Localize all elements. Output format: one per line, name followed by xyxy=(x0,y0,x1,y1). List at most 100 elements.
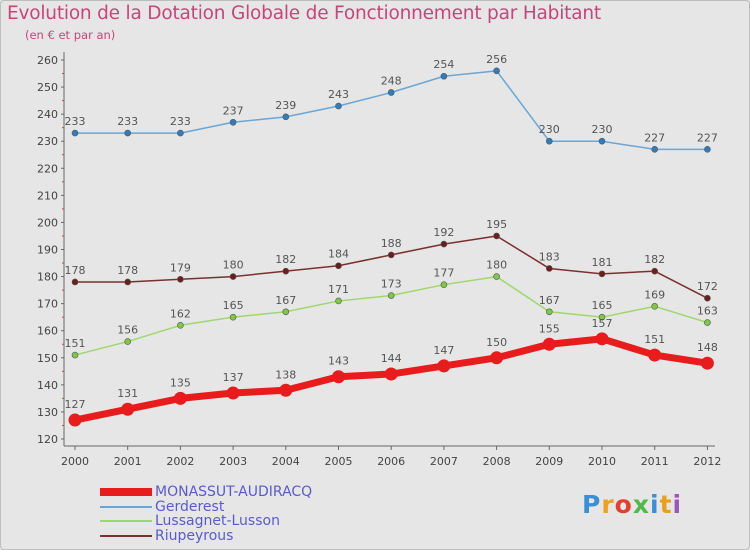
data-label-gerderest: 248 xyxy=(381,74,402,87)
data-point-riupeyrous xyxy=(704,294,711,302)
data-label-riupeyrous: 178 xyxy=(117,264,138,277)
data-point-gerderest xyxy=(440,72,448,80)
data-label-riupeyrous: 178 xyxy=(65,264,86,277)
data-label-monassut-audiracq: 138 xyxy=(275,368,296,381)
data-point-gerderest xyxy=(177,129,184,137)
data-point-gerderest xyxy=(335,102,342,110)
data-label-riupeyrous: 184 xyxy=(328,248,349,261)
data-label-lussagnet-lusson: 169 xyxy=(644,288,665,301)
data-label-gerderest: 230 xyxy=(592,123,613,136)
data-point-gerderest xyxy=(598,137,606,145)
y-tick-label: 200 xyxy=(37,216,58,229)
x-tick-label: 2005 xyxy=(325,455,353,468)
legend-label: Riupeyrous xyxy=(155,527,234,544)
x-tick-label: 2011 xyxy=(641,455,669,468)
data-point-riupeyrous xyxy=(387,251,395,259)
data-point-lussagnet-lusson xyxy=(335,297,342,305)
legend-swatch xyxy=(100,488,152,496)
data-point-riupeyrous xyxy=(598,270,606,278)
data-label-lussagnet-lusson: 180 xyxy=(486,259,507,272)
data-label-monassut-audiracq: 137 xyxy=(223,371,244,384)
data-point-gerderest xyxy=(71,129,79,137)
legend-swatch xyxy=(100,520,152,522)
data-point-lussagnet-lusson xyxy=(493,273,500,280)
data-point-gerderest xyxy=(704,146,711,153)
data-label-monassut-audiracq: 150 xyxy=(486,336,507,349)
proxiti-logo: Proxiti xyxy=(582,490,682,519)
data-label-lussagnet-lusson: 162 xyxy=(170,307,191,320)
y-tick-label: 140 xyxy=(37,379,58,392)
data-label-riupeyrous: 183 xyxy=(539,250,560,263)
data-point-monassut-audiracq xyxy=(490,351,504,365)
data-label-monassut-audiracq: 131 xyxy=(117,387,138,400)
data-point-monassut-audiracq xyxy=(437,359,451,373)
data-point-riupeyrous xyxy=(282,267,290,275)
legend-label: Lussagnet-Lusson xyxy=(155,513,280,529)
logo-letter: o xyxy=(614,490,633,519)
x-tick-label: 2012 xyxy=(693,455,721,468)
data-label-lussagnet-lusson: 177 xyxy=(433,267,454,280)
logo-letter: P xyxy=(582,490,602,519)
y-tick-label: 230 xyxy=(37,135,58,148)
data-label-gerderest: 227 xyxy=(697,131,718,144)
data-label-riupeyrous: 179 xyxy=(170,261,191,274)
data-label-monassut-audiracq: 147 xyxy=(433,344,454,357)
data-label-monassut-audiracq: 127 xyxy=(65,398,86,411)
data-point-lussagnet-lusson xyxy=(282,308,290,316)
logo-letter: i xyxy=(650,490,660,519)
data-label-riupeyrous: 181 xyxy=(592,256,613,269)
y-tick-label: 160 xyxy=(37,325,58,338)
x-tick-label: 2008 xyxy=(483,455,511,468)
data-point-lussagnet-lusson xyxy=(387,292,395,299)
legend-swatch xyxy=(100,534,152,537)
data-label-lussagnet-lusson: 167 xyxy=(539,294,560,307)
data-point-monassut-audiracq xyxy=(542,337,556,351)
logo-letter: r xyxy=(601,490,615,519)
data-label-riupeyrous: 172 xyxy=(697,280,718,293)
data-label-lussagnet-lusson: 167 xyxy=(275,294,296,307)
data-point-gerderest xyxy=(124,129,131,137)
data-point-monassut-audiracq xyxy=(279,383,293,397)
data-label-monassut-audiracq: 135 xyxy=(170,376,191,389)
data-point-lussagnet-lusson xyxy=(440,281,448,288)
y-tick-label: 180 xyxy=(37,271,58,284)
data-label-gerderest: 233 xyxy=(117,115,138,128)
data-point-monassut-audiracq xyxy=(68,413,82,427)
data-point-riupeyrous xyxy=(335,262,342,270)
data-point-lussagnet-lusson xyxy=(704,319,711,326)
data-point-riupeyrous xyxy=(651,267,659,275)
data-label-gerderest: 233 xyxy=(170,115,191,128)
x-tick-label: 2009 xyxy=(535,455,563,468)
data-point-monassut-audiracq xyxy=(384,367,398,381)
y-tick-label: 120 xyxy=(37,433,58,446)
data-point-monassut-audiracq xyxy=(648,348,662,362)
data-point-gerderest xyxy=(545,137,553,145)
data-label-lussagnet-lusson: 163 xyxy=(697,305,718,318)
data-point-riupeyrous xyxy=(493,232,500,240)
data-point-lussagnet-lusson xyxy=(598,313,606,321)
data-label-monassut-audiracq: 143 xyxy=(328,355,349,368)
data-label-lussagnet-lusson: 165 xyxy=(223,299,244,312)
logo-letter: t xyxy=(659,490,673,519)
data-point-gerderest xyxy=(651,146,659,153)
data-point-lussagnet-lusson xyxy=(229,313,237,321)
data-label-riupeyrous: 192 xyxy=(433,226,454,239)
data-label-gerderest: 237 xyxy=(223,104,244,117)
data-point-monassut-audiracq xyxy=(595,332,609,346)
data-point-riupeyrous xyxy=(440,240,448,248)
data-point-riupeyrous xyxy=(124,278,131,286)
data-point-gerderest xyxy=(493,67,500,75)
x-tick-label: 2006 xyxy=(377,455,405,468)
data-point-lussagnet-lusson xyxy=(545,308,553,316)
legend-label: MONASSUT-AUDIRACQ xyxy=(155,484,313,500)
data-label-lussagnet-lusson: 156 xyxy=(117,324,138,337)
y-tick-label: 220 xyxy=(37,162,58,175)
data-point-riupeyrous xyxy=(545,265,553,272)
legend-swatch xyxy=(100,505,152,508)
chart-title: Evolution de la Dotation Globale de Fonc… xyxy=(7,3,601,24)
data-point-gerderest xyxy=(387,89,395,96)
data-label-gerderest: 230 xyxy=(539,123,560,136)
y-tick-label: 250 xyxy=(37,81,58,94)
